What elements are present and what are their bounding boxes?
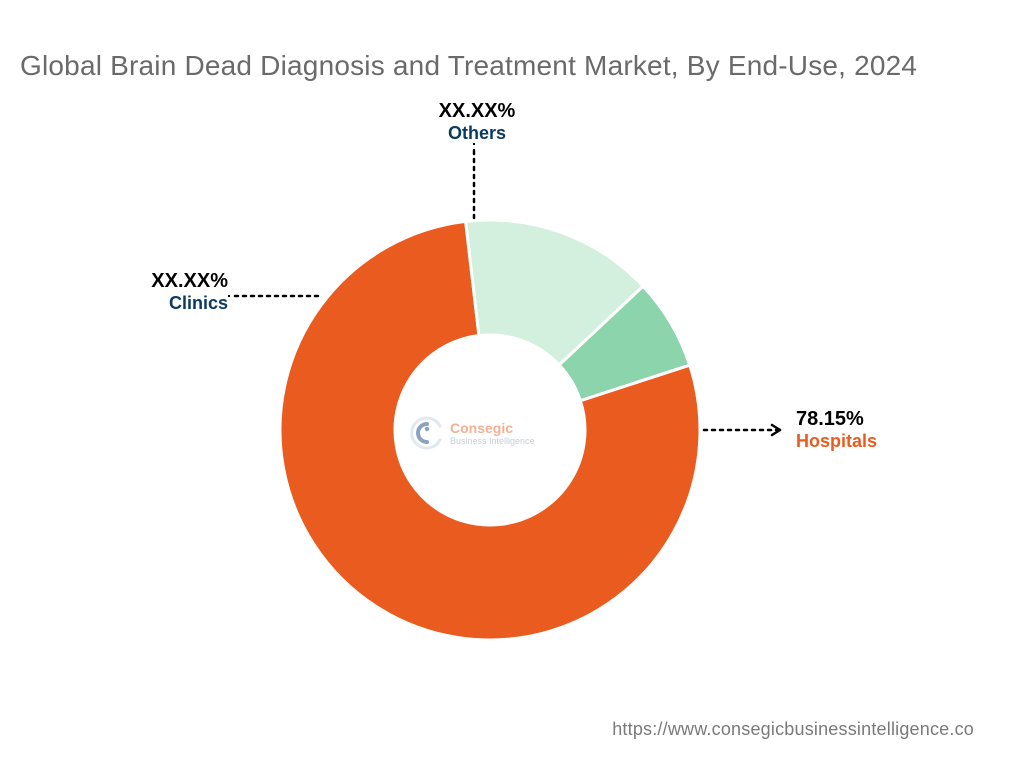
segment-name: Clinics bbox=[128, 293, 228, 314]
brand-name: Consegic bbox=[450, 421, 535, 435]
segment-percent: XX.XX% bbox=[128, 270, 228, 293]
center-brand-logo: Consegic Business Intelligence bbox=[410, 416, 535, 450]
brand-mark-icon bbox=[410, 416, 444, 450]
donut-chart-container: Consegic Business Intelligence 78.15%Hos… bbox=[0, 0, 1024, 768]
segment-percent: 78.15% bbox=[796, 408, 877, 431]
brand-tagline: Business Intelligence bbox=[450, 437, 535, 446]
segment-label-hospitals: 78.15%Hospitals bbox=[796, 408, 877, 452]
footer-source-url: https://www.consegicbusinessintelligence… bbox=[612, 719, 974, 740]
segment-label-clinics: XX.XX%Clinics bbox=[128, 270, 228, 314]
segment-label-others: XX.XX%Others bbox=[432, 100, 522, 144]
segment-name: Hospitals bbox=[796, 431, 877, 452]
segment-name: Others bbox=[432, 123, 522, 144]
segment-percent: XX.XX% bbox=[432, 100, 522, 123]
